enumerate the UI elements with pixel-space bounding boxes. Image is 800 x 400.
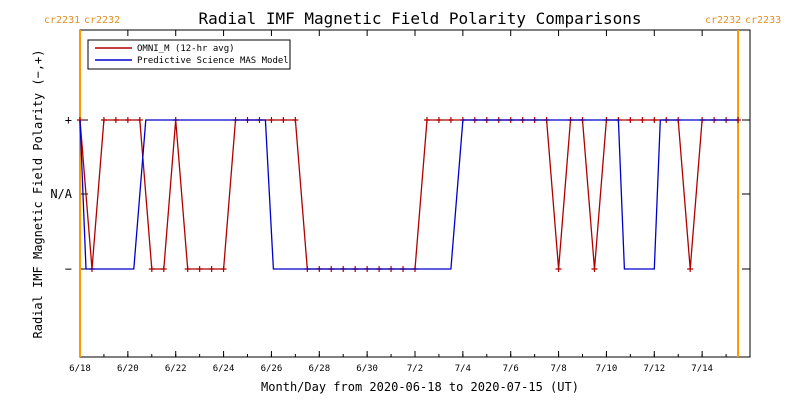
omni-point-marker <box>280 117 287 123</box>
x-tick-label: 6/28 <box>308 364 330 374</box>
omni-point-marker <box>591 266 598 272</box>
x-tick-label: 7/8 <box>550 364 566 374</box>
x-tick-label: 6/20 <box>117 364 139 374</box>
omni-point-marker <box>447 117 454 123</box>
omni-point-marker <box>651 117 658 123</box>
omni-point-marker <box>112 117 119 123</box>
x-tick-label: 7/6 <box>503 364 519 374</box>
x-tick-label: 6/24 <box>213 364 235 374</box>
plot-frame <box>79 29 751 358</box>
legend-omni-label: OMNI_M (12-hr avg) <box>137 44 235 54</box>
omni-point-marker <box>687 266 694 272</box>
legend-mas-label: Predictive Science MAS Model <box>137 56 289 66</box>
omni-point-marker <box>184 266 191 272</box>
cr-label-left-2: cr2232 <box>84 15 120 26</box>
omni-point-marker <box>160 266 167 272</box>
omni-point-marker <box>292 117 299 123</box>
x-tick-label: 7/10 <box>596 364 618 374</box>
omni-point-marker <box>196 266 203 272</box>
omni-point-marker <box>100 117 107 123</box>
x-tick-label: 6/26 <box>261 364 283 374</box>
x-tick-label: 7/12 <box>643 364 665 374</box>
legend: OMNI_M (12-hr avg) Predictive Science MA… <box>87 39 291 70</box>
omni-point-marker <box>555 266 562 272</box>
omni-series-line <box>79 119 738 270</box>
omni-point-marker <box>639 117 646 123</box>
x-tick-label: 7/14 <box>691 364 713 374</box>
omni-point-marker <box>435 117 442 123</box>
cr-label-left-1: cr2231 <box>44 15 80 26</box>
x-tick-label: 6/18 <box>69 364 91 374</box>
omni-point-marker <box>220 266 227 272</box>
omni-point-marker <box>268 117 275 123</box>
omni-point-marker <box>627 117 634 123</box>
x-tick-label: 6/22 <box>165 364 187 374</box>
x-tick-label: 7/4 <box>455 364 471 374</box>
cr-label-right-1: cr2232 <box>705 15 741 26</box>
omni-point-marker <box>423 117 430 123</box>
omni-point-marker <box>208 266 215 272</box>
omni-point-marker <box>148 266 155 272</box>
omni-point-marker <box>136 117 143 123</box>
y-tick-label: N/A <box>50 187 72 201</box>
legend-box <box>87 39 291 70</box>
mas-series-line <box>79 119 738 270</box>
cr-label-right-2: cr2233 <box>745 15 781 26</box>
x-axis-label: Month/Day from 2020-06-18 to 2020-07-15 … <box>261 380 579 394</box>
y-axis-label: Radial IMF Magnetic Field Polarity (−,+) <box>31 50 45 339</box>
omni-point-marker <box>124 117 131 123</box>
y-tick-label: − <box>65 262 72 276</box>
y-tick-label: + <box>65 113 72 127</box>
chart-title: Radial IMF Magnetic Field Polarity Compa… <box>198 9 641 28</box>
x-tick-label: 6/30 <box>356 364 378 374</box>
x-tick-label: 7/2 <box>407 364 423 374</box>
